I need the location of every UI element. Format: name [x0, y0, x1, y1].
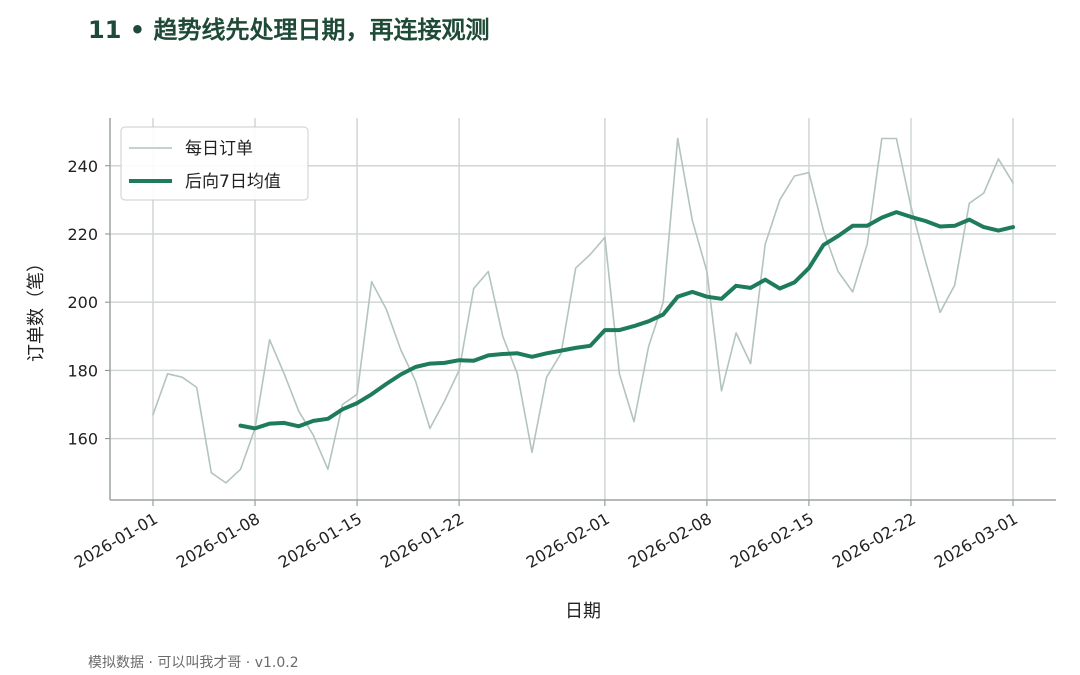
x-tick-label: 2026-02-22: [829, 509, 919, 572]
moving-average-line: [238, 210, 1015, 431]
y-tick-labels: 160 180 200 220 240: [67, 157, 98, 449]
y-tick-label: 200: [67, 293, 98, 312]
x-tick-label: 2026-02-08: [625, 509, 715, 572]
legend-label: 每日订单: [185, 139, 253, 159]
y-tick-label: 240: [67, 157, 98, 176]
x-tick-label: 2026-02-01: [523, 509, 613, 572]
x-axis-label: 日期: [565, 601, 601, 622]
x-tick-label: 2026-01-08: [173, 509, 263, 572]
x-tick-label: 2026-01-22: [377, 509, 467, 572]
x-tick-label: 2026-02-15: [727, 509, 817, 572]
footer-note: 模拟数据 · 可以叫我才哥 · v1.0.2: [88, 655, 299, 671]
x-tick-labels: 2026-01-01 2026-01-08 2026-01-15 2026-01-22…: [71, 509, 1021, 572]
legend-label: 后向7日均值: [185, 172, 281, 192]
y-tick-label: 220: [67, 225, 98, 244]
chart-title: 11 • 趋势线先处理日期，再连接观测: [88, 16, 490, 44]
axes: [105, 118, 1056, 506]
y-tick-label: 160: [67, 430, 98, 449]
x-tick-label: 2026-01-01: [71, 509, 161, 572]
x-tick-label: 2026-03-01: [931, 509, 1021, 572]
y-tick-label: 180: [67, 361, 98, 380]
series-lines: [152, 137, 1015, 484]
y-axis-label: 订单数（笔）: [26, 254, 47, 362]
x-tick-label: 2026-01-15: [275, 509, 365, 572]
